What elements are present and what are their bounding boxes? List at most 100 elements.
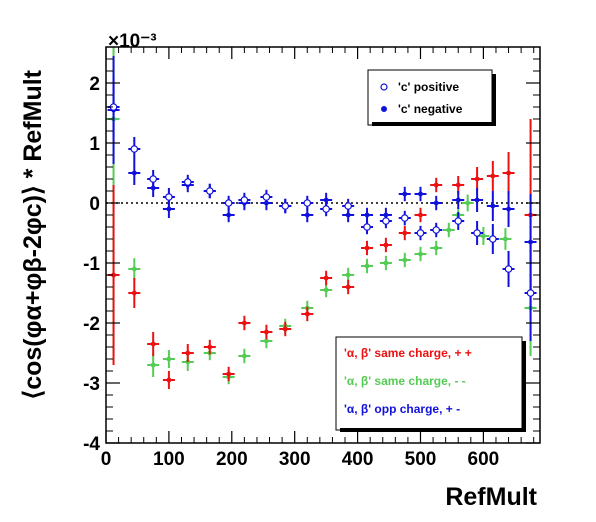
y-tick-label: -2	[83, 314, 100, 335]
legend-marker-open	[380, 83, 388, 91]
data-series	[107, 47, 537, 389]
data-point	[433, 182, 439, 188]
axes: 0 100 200 300 400 500 600 -4 -3 -2 -1 0 1 2	[83, 46, 540, 470]
data-point	[131, 290, 137, 296]
x-tick-label: 500	[405, 449, 437, 470]
data-point	[364, 263, 370, 269]
data-point	[454, 217, 463, 225]
data-point	[526, 289, 535, 297]
data-point	[402, 230, 408, 236]
data-point	[303, 199, 312, 207]
legend-entry: 'c' negative	[398, 102, 463, 116]
data-point	[344, 202, 352, 210]
data-point	[465, 200, 471, 206]
legend-shadow	[372, 122, 496, 126]
data-point	[446, 227, 452, 233]
data-point	[263, 329, 269, 335]
data-point	[240, 196, 249, 204]
y-tick-label: -3	[83, 374, 100, 395]
data-point	[304, 212, 310, 218]
data-point	[241, 320, 247, 326]
legend-entry: 'α, β' same charge, + +	[344, 346, 472, 360]
data-point	[490, 203, 496, 209]
data-point	[418, 251, 423, 257]
data-point	[166, 377, 172, 383]
y-tick-label: -1	[83, 254, 100, 275]
data-point	[402, 191, 408, 197]
data-point	[207, 344, 213, 350]
legend-entry: 'α, β' same charge, - -	[344, 374, 466, 388]
legend-shadow	[522, 341, 526, 432]
data-point	[364, 212, 370, 218]
data-point	[506, 206, 511, 212]
data-point	[131, 266, 137, 272]
data-point	[263, 338, 269, 344]
data-point	[455, 197, 461, 203]
data-point	[490, 173, 496, 179]
data-point	[345, 212, 351, 218]
data-point	[226, 212, 232, 218]
data-point	[416, 229, 425, 237]
y-axis-title: ⟨cos(φα+φβ-2φc)⟩ * RefMult	[19, 69, 47, 399]
data-point	[150, 341, 156, 347]
y-tick-label: 2	[89, 74, 100, 95]
data-point	[149, 175, 157, 183]
x-tick-label: 200	[216, 449, 248, 470]
data-point	[489, 235, 497, 243]
y-multiplier: ×10⁻³	[108, 31, 157, 52]
data-point	[150, 362, 156, 368]
data-point	[504, 265, 513, 273]
y-tick-label: -4	[83, 434, 100, 455]
data-point	[383, 260, 389, 266]
data-point	[455, 182, 461, 188]
data-point	[402, 257, 408, 263]
data-point	[363, 223, 371, 231]
data-point	[205, 187, 214, 195]
data-point	[345, 272, 351, 278]
y-tick-label: 1	[89, 134, 100, 155]
x-tick-label: 300	[279, 449, 311, 470]
data-point	[473, 229, 481, 237]
data-point	[433, 200, 439, 206]
data-point	[474, 176, 480, 182]
data-point	[262, 193, 271, 201]
data-point	[480, 233, 486, 239]
y-tick-label: 0	[89, 194, 100, 215]
data-point	[185, 350, 191, 356]
data-point	[418, 191, 423, 197]
x-tick-label: 400	[342, 449, 374, 470]
data-point	[433, 245, 439, 251]
data-point	[226, 371, 232, 377]
data-point	[281, 202, 290, 210]
data-point	[131, 170, 137, 176]
legend-box	[367, 69, 493, 126]
legend-entry: 'α, β' opp charge, + -	[344, 402, 460, 416]
data-point	[130, 145, 139, 153]
x-tick-label: 600	[468, 449, 500, 470]
data-point	[528, 239, 533, 245]
plot-frame	[105, 46, 541, 444]
data-point	[323, 275, 329, 281]
data-point	[241, 353, 247, 359]
data-point	[418, 212, 423, 218]
series-group	[107, 77, 537, 341]
data-point	[224, 199, 233, 207]
data-point	[474, 197, 480, 203]
legend-box	[335, 336, 523, 431]
legend-bottom-right: 'α, β' same charge, + + 'α, β' same char…	[335, 336, 526, 432]
legend-marker-filled	[381, 106, 387, 112]
data-point	[166, 206, 172, 212]
x-axis-title: RefMult	[445, 483, 537, 511]
data-point	[111, 272, 116, 278]
data-point	[165, 193, 173, 201]
x-tick-label: 100	[153, 449, 185, 470]
legend-shadow	[492, 74, 496, 126]
data-point	[503, 236, 508, 242]
data-point	[323, 287, 329, 293]
data-point	[506, 170, 511, 176]
data-point	[432, 226, 441, 234]
legend-top-right: 'c' positive 'c' negative	[367, 69, 496, 126]
data-point	[345, 284, 351, 290]
